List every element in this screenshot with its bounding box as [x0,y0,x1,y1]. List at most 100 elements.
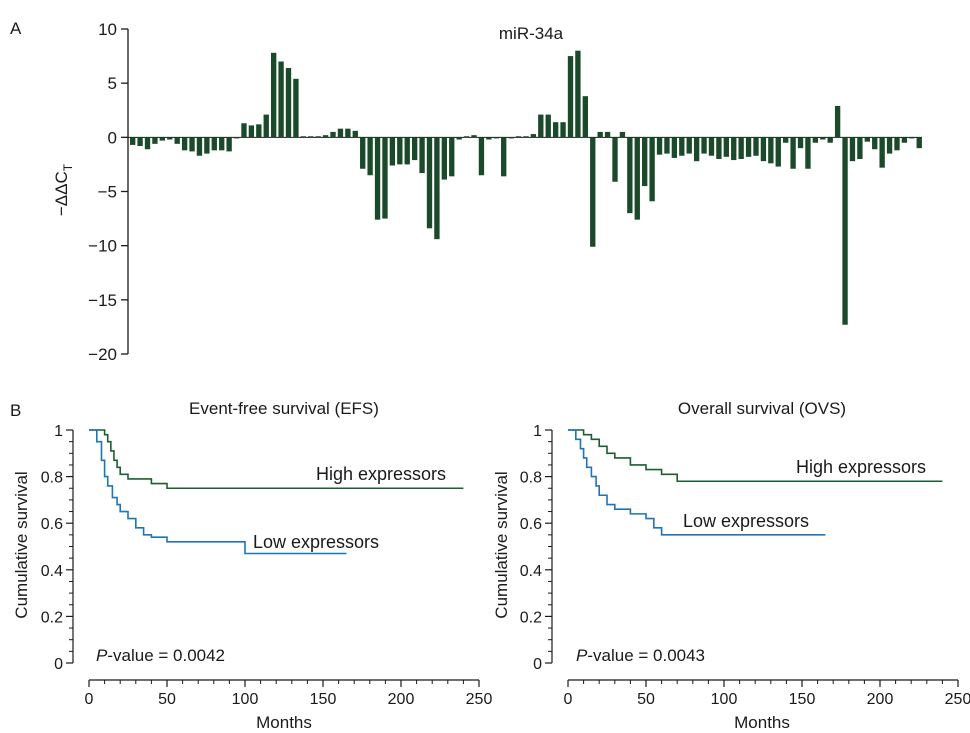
bar [478,137,485,176]
bar [337,128,344,138]
ovs-y-tick-label: 0.2 [520,609,542,626]
bar [567,56,574,138]
bar [159,137,166,141]
bar-y-axis-label: −ΔΔCT [52,163,75,216]
bar [879,137,885,168]
bar [374,137,381,220]
bar [233,137,240,139]
bar [434,137,440,240]
bar [679,137,685,156]
bar [219,137,225,151]
bar [389,137,396,166]
bar [211,137,217,151]
bar-y-tick-label: 5 [108,74,117,93]
bar [174,137,180,144]
bar [330,131,336,138]
bar [649,137,655,202]
bar [849,137,856,162]
ovs-y-axis-label: Cumulative survival [492,471,511,618]
bar-y-tick-label: 10 [98,20,117,39]
efs-low-expressors-label: Low expressors [253,532,379,552]
bar [805,137,811,169]
bar [894,137,900,151]
bar [426,137,433,229]
panel-a-label: A [10,19,22,38]
svg-text:−ΔΔCT: −ΔΔCT [52,163,75,216]
efs-y-tick-label: 0.4 [41,563,63,580]
bar [501,137,507,177]
bar [797,137,804,149]
efs-panel: Event-free survival (EFS) Cumulative sur… [12,399,492,732]
bar-y-axis-label-main: −ΔΔC [52,171,71,216]
bar [523,136,529,138]
bar [723,137,729,157]
bar-y-tick-label: 0 [108,128,117,147]
bar [449,137,455,177]
bar-y-axis: 10 5 0 −5 −10 −15 −20 [88,20,922,364]
bar-y-tick-label: −20 [88,345,117,364]
ovs-x-tick-label: 50 [637,691,655,708]
bar [130,137,136,145]
efs-y-tick-label: 0.8 [41,470,63,487]
bar [530,134,537,138]
bar [664,137,670,154]
efs-y-tick-label: 0.2 [41,609,63,626]
bar [293,78,299,138]
efs-p-value-italic: P [96,646,108,665]
efs-x-tick-label: 0 [85,691,94,708]
ovs-x-tick-label: 0 [564,691,573,708]
bar [397,137,403,165]
bar [760,137,767,162]
ovs-high-expressors-curve [568,429,943,483]
bar [256,124,262,138]
bar [552,122,559,138]
bar [300,136,307,138]
bar [872,137,878,150]
bar [619,131,626,138]
bar [278,61,284,138]
bar [360,137,366,169]
bar [315,136,321,138]
efs-x-tick-label: 250 [466,691,493,708]
bar [686,137,692,154]
bar [812,137,819,143]
bar [708,137,715,156]
bar [167,137,173,140]
bar [604,131,611,138]
bar [634,137,640,220]
bar [152,137,158,144]
efs-y-tick-label: 0.6 [41,516,63,533]
bar [181,137,188,151]
bar [627,137,633,214]
bar [322,135,329,138]
bar [241,123,247,138]
bar [352,130,358,138]
ovs-x-axis-label: Months [734,713,790,732]
bar [820,137,826,140]
bar [886,137,893,154]
bar [545,114,551,138]
ovs-y-tick-label: 0.4 [520,563,542,580]
efs-high-expressors-curve [89,429,464,490]
ovs-x-tick-label: 100 [711,691,738,708]
bar [582,96,588,138]
bar-y-tick-label: −15 [88,291,117,310]
bar [144,137,151,150]
bar [775,137,781,167]
bar [367,137,373,176]
bar [612,137,618,182]
bar [248,125,255,138]
bar-chart-title: miR-34a [499,24,564,43]
bar [901,137,908,143]
bar [671,137,678,158]
ovs-high-expressors-label: High expressors [796,457,926,477]
bar [738,137,744,159]
bar [137,137,143,146]
ovs-p-value: P-value = 0.0043 [576,646,705,665]
ovs-p-value-rest: -value = 0.0043 [587,646,705,665]
bar [753,137,759,156]
bar [493,137,499,139]
ovs-p-value-italic: P [576,646,588,665]
efs-x-tick-label: 150 [310,691,337,708]
bar [226,137,232,152]
